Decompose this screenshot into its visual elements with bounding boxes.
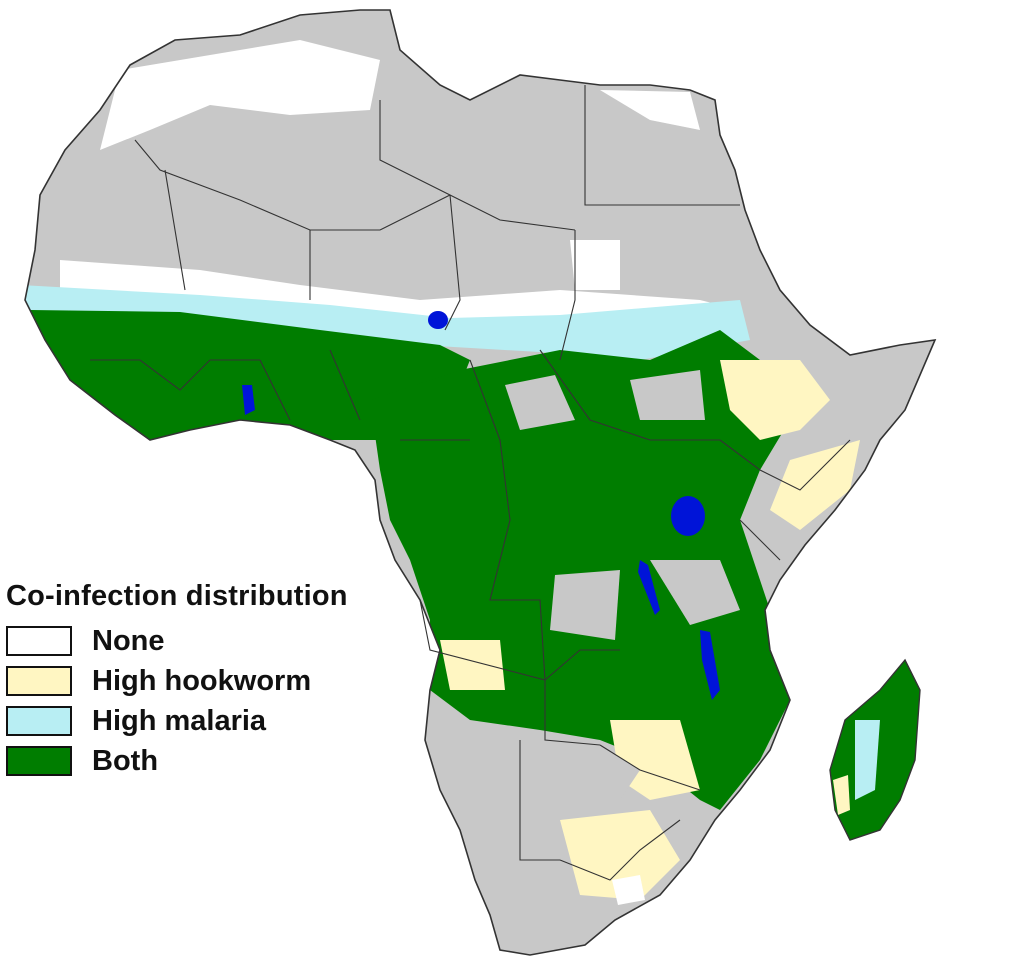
hookworm-region-ethiopia [720,360,830,440]
legend-item-hookworm: High hookworm [6,661,426,701]
lake-volta [242,385,255,415]
legend-label-none: None [92,624,165,657]
gray-patch-tanzania [650,560,740,625]
madagascar-hookworm [833,775,850,815]
coastline [24,9,937,956]
none-region-sudan [570,240,620,290]
legend-swatch-none [6,626,72,656]
none-region-lesotho [612,875,645,905]
legend-item-none: None [6,621,426,661]
madagascar-outline [829,658,921,841]
lake-tanganyika [638,560,660,615]
legend-item-both: Both [6,741,426,781]
legend-swatch-hookworm [6,666,72,696]
legend-title: Co-infection distribution [6,580,348,612]
legend-label-malaria: High malaria [92,704,267,737]
legend-label-both: Both [92,744,159,777]
map-legend: Co-infection distribution None High hook… [6,580,426,781]
none-region-egypt [600,90,700,130]
gray-patch-congo-a [505,375,575,430]
gray-patch-congo-b [630,370,705,420]
lake-victoria [671,496,705,536]
none-region-sahara-north [100,40,380,150]
lake-chad [428,311,448,329]
legend-swatch-malaria [6,706,72,736]
lake-malawi [700,630,720,700]
legend-label-hookworm: High hookworm [92,664,312,697]
hookworm-region-kenya-coast [770,440,860,530]
legend-item-malaria: High malaria [6,701,426,741]
both-region-west-africa [30,310,470,440]
none-region-sahel-white [60,260,740,330]
gray-patch-congo-c [550,570,620,640]
malaria-band-sahel [25,285,750,360]
legend-swatch-both [6,746,72,776]
hookworm-region-south-africa [560,810,680,900]
country-borders [90,85,851,881]
madagascar-malaria [855,720,880,800]
hookworm-region-angola [440,640,505,690]
